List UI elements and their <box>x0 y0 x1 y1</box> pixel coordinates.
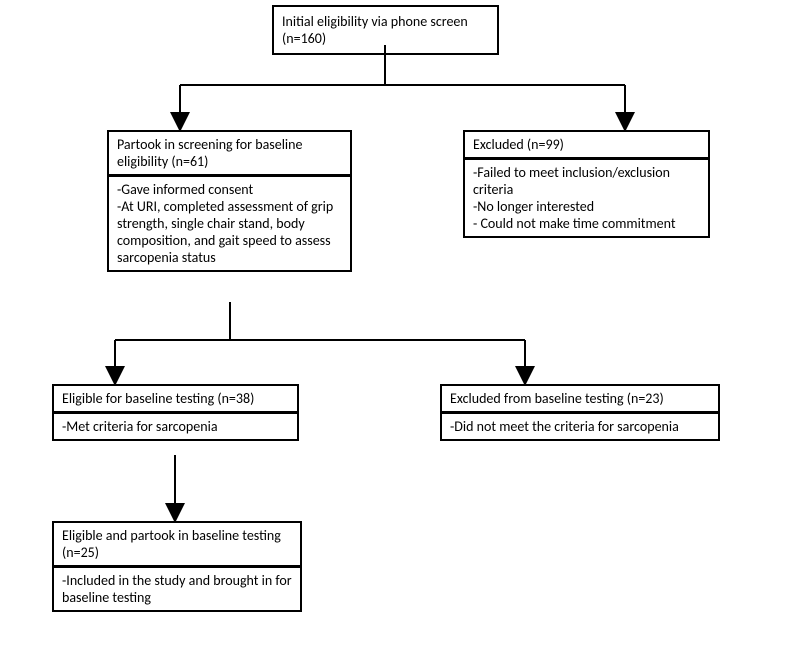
node-initial: Initial eligibility via phone screen (n=… <box>272 5 499 55</box>
node-excluded2-body: -Did not meet the criteria for sarcopeni… <box>442 414 718 439</box>
node-excluded1-body: -Failed to meet inclusion/exclusion crit… <box>465 160 708 236</box>
node-eligible-body: -Met criteria for sarcopenia <box>54 414 297 439</box>
node-partook-body: -Included in the study and brought in fo… <box>54 568 300 610</box>
node-screened-body: -Gave informed consent -At URI, complete… <box>109 177 350 270</box>
node-excluded1-header: Excluded (n=99) <box>465 132 708 160</box>
node-eligible: Eligible for baseline testing (n=38) -Me… <box>52 384 299 441</box>
node-excluded1: Excluded (n=99) -Failed to meet inclusio… <box>463 130 710 238</box>
node-excluded2-header: Excluded from baseline testing (n=23) <box>442 386 718 414</box>
node-partook: Eligible and partook in baseline testing… <box>52 521 302 612</box>
node-partook-header: Eligible and partook in baseline testing… <box>54 523 300 568</box>
node-screened-header: Partook in screening for baseline eligib… <box>109 132 350 177</box>
node-screened: Partook in screening for baseline eligib… <box>107 130 352 272</box>
flowchart-canvas: Initial eligibility via phone screen (n=… <box>0 0 801 667</box>
node-initial-text: Initial eligibility via phone screen (n=… <box>282 13 468 47</box>
node-excluded2: Excluded from baseline testing (n=23) -D… <box>440 384 720 441</box>
node-eligible-header: Eligible for baseline testing (n=38) <box>54 386 297 414</box>
